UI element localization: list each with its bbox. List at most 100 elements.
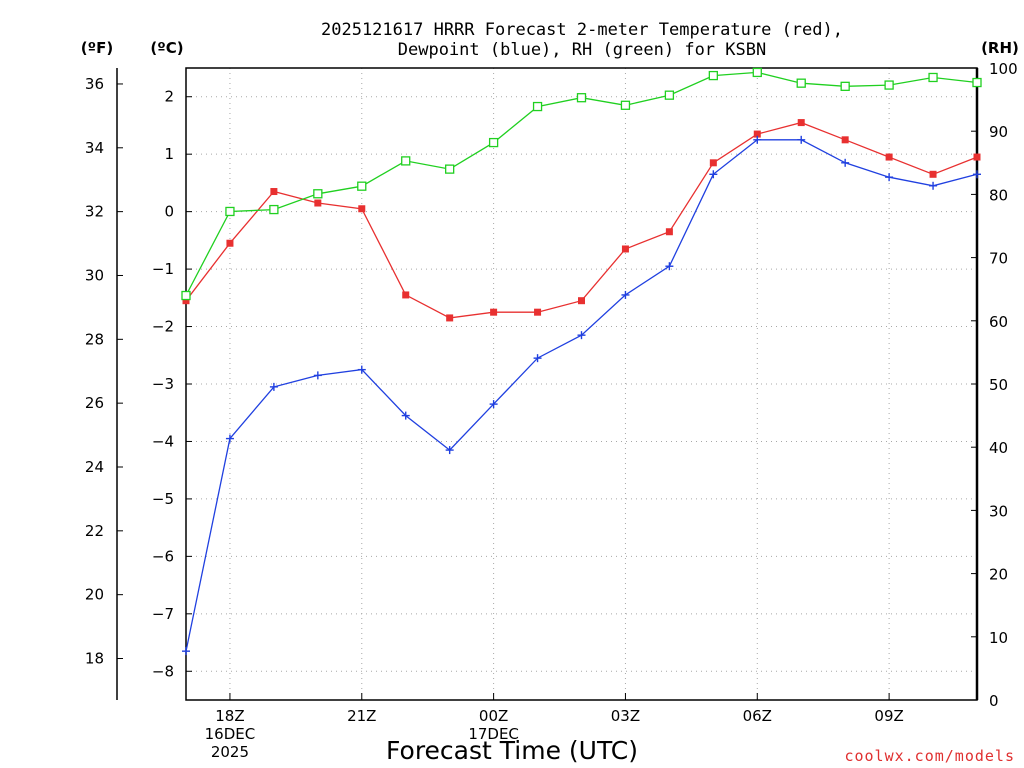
celsius-tick-label: 2 (164, 88, 174, 106)
rh-point (708, 70, 718, 81)
rh-point (576, 93, 587, 103)
rh-point (488, 137, 499, 148)
rh-point (884, 80, 894, 90)
chart-title-line1: 2025121617 HRRR Forecast 2-meter Tempera… (321, 20, 843, 40)
dewpoint-point (357, 365, 366, 374)
rh-tick-label: 70 (989, 250, 1008, 268)
dewpoint-point (929, 181, 938, 190)
x-tick-label: 2025 (211, 743, 249, 761)
dewpoint-point (445, 446, 454, 455)
rh-unit-label: (RH) (981, 39, 1019, 57)
celsius-tick-label: −3 (152, 375, 174, 393)
temperature-point (753, 130, 761, 138)
dewpoint-point (753, 135, 762, 144)
x-tick-label: 09Z (874, 707, 903, 725)
x-axis-label: Forecast Time (UTC) (386, 736, 638, 765)
temperature-point (490, 308, 498, 316)
rh-tick-label: 60 (989, 313, 1008, 331)
celsius-tick-label: 1 (164, 145, 174, 163)
rh-point (532, 101, 543, 112)
rh-point (840, 81, 850, 91)
celsius-unit-label: (ºC) (150, 39, 183, 57)
fahrenheit-unit-label: (ºF) (81, 39, 113, 57)
temperature-point (358, 205, 366, 213)
rh-tick-label: 90 (989, 123, 1008, 141)
temperature-point (709, 159, 717, 167)
temperature-point (929, 170, 937, 178)
dewpoint-point (533, 354, 542, 363)
fahrenheit-tick-label: 28 (85, 330, 104, 348)
dewpoint-point (665, 262, 674, 271)
rh-tick-label: 0 (989, 692, 999, 710)
temperature-point (973, 153, 981, 161)
temperature-point (182, 297, 190, 305)
x-tick-label: 21Z (347, 707, 376, 725)
rh-tick-label: 50 (989, 376, 1008, 394)
rh-point (972, 77, 982, 88)
dewpoint-point (313, 371, 322, 380)
temperature-point (797, 119, 805, 127)
dewpoint-point (885, 173, 894, 182)
dewpoint-point (709, 170, 718, 179)
x-tick-label: 18Z (215, 707, 244, 725)
dewpoint-point (797, 135, 806, 144)
dewpoint-point (577, 331, 586, 340)
credit-text: coolwx.com/models (844, 747, 1015, 765)
fahrenheit-tick-label: 32 (85, 203, 104, 221)
celsius-tick-label: −2 (152, 318, 174, 336)
temperature-point (446, 314, 454, 322)
fahrenheit-tick-label: 26 (85, 394, 104, 412)
fahrenheit-tick-label: 36 (85, 75, 104, 93)
x-tick-label: 03Z (611, 707, 640, 725)
rh-point (796, 78, 806, 88)
rh-point (357, 181, 367, 191)
fahrenheit-tick-label: 34 (85, 139, 104, 157)
dewpoint-point (401, 411, 410, 420)
rh-point (225, 206, 235, 217)
data-series (181, 67, 982, 656)
temperature-point (841, 136, 849, 144)
chart-title-line2: Dewpoint (blue), RH (green) for KSBN (398, 40, 766, 60)
rh-tick-label: 80 (989, 186, 1008, 204)
rh-point (269, 204, 279, 215)
dewpoint-point (621, 290, 630, 299)
rh-point (401, 156, 411, 166)
dewpoint-point (182, 647, 190, 656)
dewpoint-point (973, 170, 981, 179)
temperature-point (402, 291, 410, 299)
temperature-line (185, 121, 978, 319)
fahrenheit-tick-label: 18 (85, 650, 104, 668)
celsius-tick-label: −7 (152, 605, 174, 623)
celsius-tick-label: −6 (152, 547, 174, 565)
dewpoint-point (841, 158, 850, 167)
rh-tick-label: 100 (989, 60, 1018, 78)
dewpoint-point (225, 434, 234, 443)
gridlines (186, 68, 977, 700)
fahrenheit-tick-label: 20 (85, 586, 104, 604)
rh-point (181, 290, 191, 301)
celsius-tick-label: −4 (152, 432, 174, 450)
rh-line (185, 71, 978, 296)
celsius-tick-label: −5 (152, 490, 174, 508)
rh-tick-label: 20 (989, 566, 1008, 584)
fahrenheit-tick-label: 30 (85, 266, 104, 284)
temperature-point (621, 245, 629, 253)
celsius-tick-label: 0 (164, 203, 174, 221)
rh-point (313, 189, 323, 199)
fahrenheit-tick-label: 22 (85, 522, 104, 540)
temperature-point (885, 153, 893, 161)
rh-point (928, 72, 938, 83)
rh-point (752, 67, 762, 78)
celsius-tick-label: −1 (152, 260, 174, 278)
dewpoint-point (489, 400, 498, 409)
rh-point (620, 100, 631, 110)
temperature-point (665, 228, 673, 236)
x-tick-label: 17DEC (468, 725, 519, 743)
dewpoint-point (269, 382, 278, 391)
temperature-point (578, 297, 585, 305)
temperature-point (226, 239, 234, 247)
x-tick-label: 06Z (743, 707, 772, 725)
rh-tick-label: 40 (989, 439, 1008, 457)
tick-labels: 18202224262830323436−8−7−6−5−4−3−2−10120… (85, 60, 1018, 761)
